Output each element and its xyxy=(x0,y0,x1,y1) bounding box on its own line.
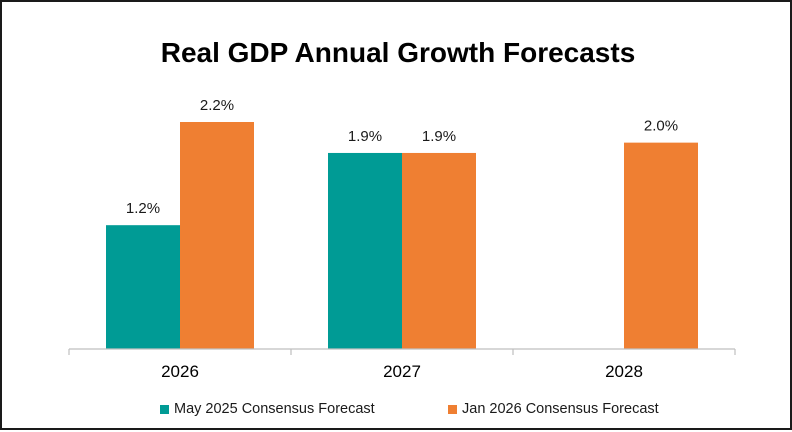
chart-title: Real GDP Annual Growth Forecasts xyxy=(161,37,636,68)
legend-label-series-1: May 2025 Consensus Forecast xyxy=(174,401,375,417)
legend-swatch-series-2 xyxy=(448,405,457,414)
data-labels-group: 1.2% 2.2% 1.9% 1.9% 2.0% xyxy=(126,97,678,217)
bar-2026-series-2 xyxy=(180,122,254,349)
data-label-2026-series-2: 2.2% xyxy=(200,97,234,114)
x-tick-label-2026: 2026 xyxy=(161,362,199,381)
x-tick-marks xyxy=(68,349,736,355)
x-tick-label-2027: 2027 xyxy=(383,362,421,381)
bar-2027-series-1 xyxy=(328,152,402,349)
bar-2028-series-2 xyxy=(624,142,698,349)
data-label-2027-series-2: 1.9% xyxy=(422,128,456,145)
bar-2026-series-1 xyxy=(106,225,180,349)
data-label-2026-series-1: 1.2% xyxy=(126,200,160,217)
bar-2027-series-2 xyxy=(402,152,476,349)
x-tick-labels: 2026 2027 2028 xyxy=(161,362,643,381)
x-tick-label-2028: 2028 xyxy=(605,362,643,381)
bars-group xyxy=(106,122,698,349)
legend-swatch-series-1 xyxy=(160,405,169,414)
legend: May 2025 Consensus Forecast Jan 2026 Cons… xyxy=(160,401,659,417)
data-label-2027-series-1: 1.9% xyxy=(348,128,382,145)
legend-label-series-2: Jan 2026 Consensus Forecast xyxy=(462,401,659,417)
data-label-2028-series-2: 2.0% xyxy=(644,118,678,135)
